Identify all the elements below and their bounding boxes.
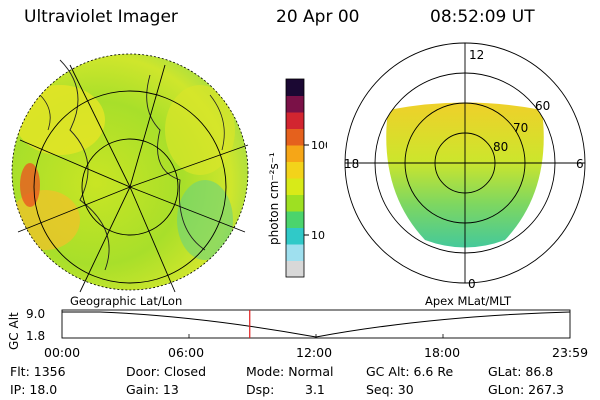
instrument-title: Ultraviolet Imager [24, 7, 178, 27]
gc-alt-status: GC Alt: 6.6 Re [366, 364, 454, 379]
colorbar-tick-10: 10 [311, 229, 325, 242]
mlt-6-label: 6 [576, 157, 584, 171]
mlat-60-label: 60 [535, 99, 550, 113]
colorbar-segment [286, 227, 304, 245]
colorbar-segment [286, 211, 304, 228]
intensity-colorbar: photon cm⁻²s⁻¹ 100 10 [267, 78, 327, 278]
geographic-panel-label: Geographic Lat/Lon [70, 294, 183, 308]
glon-status: GLon: 267.3 [488, 382, 564, 397]
mlt-18-label: 18 [344, 157, 359, 171]
apex-panel-label: Apex MLat/MLT [425, 294, 512, 308]
seq-status: Seq: 30 [366, 382, 414, 397]
dsp-value: 3.1 [305, 382, 325, 397]
colorbar-segment [286, 145, 304, 162]
xtick-1800: 18:00 [424, 345, 461, 360]
geographic-aurora-image [11, 53, 249, 293]
dsp-label: Dsp: [246, 382, 275, 397]
magnetic-polar-image: 12 18 6 0 60 70 80 [344, 42, 586, 291]
xtick-0600: 06:00 [168, 345, 205, 360]
ytick-9-label: 9.0 [26, 307, 45, 321]
mlt-0-label: 0 [468, 277, 476, 291]
colorbar-segment [286, 128, 304, 146]
flight-status: Flt: 1356 [10, 364, 66, 379]
altitude-curve [62, 311, 571, 338]
ytick-1.8-label: 1.8 [26, 329, 45, 343]
time-label: 08:52:09 UT [430, 7, 535, 27]
colorbar-segment [286, 112, 304, 129]
colorbar-segment [286, 95, 304, 113]
mode-status: Mode: Normal [246, 364, 334, 379]
mlat-70-label: 70 [513, 121, 528, 135]
colorbar-segment [286, 178, 304, 195]
ip-status: IP: 18.0 [10, 382, 58, 397]
colorbar-unit-label: photon cm⁻²s⁻¹ [267, 152, 281, 245]
colorbar-tick-100: 100 [311, 139, 327, 152]
gain-status: Gain: 13 [126, 382, 179, 397]
colorbar-segment [286, 79, 304, 96]
colorbar-segment [286, 161, 304, 179]
xtick-1200: 12:00 [296, 345, 333, 360]
date-label: 20 Apr 00 [276, 7, 360, 27]
mlat-80-label: 80 [493, 140, 508, 154]
gc-altitude-plot: GC Alt 9.0 1.8 [7, 307, 571, 350]
colorbar-segment [286, 244, 304, 261]
colorbar-segment [286, 194, 304, 212]
mlt-12-label: 12 [469, 48, 484, 62]
colorbar-gradient [286, 79, 304, 278]
door-status: Door: Closed [126, 364, 207, 379]
xtick-2359: 23:59 [552, 345, 589, 360]
colorbar-segment [286, 260, 304, 278]
xtick-0000: 00:00 [44, 345, 81, 360]
altitude-ylabel: GC Alt [7, 312, 21, 350]
glat-status: GLat: 86.8 [488, 364, 554, 379]
